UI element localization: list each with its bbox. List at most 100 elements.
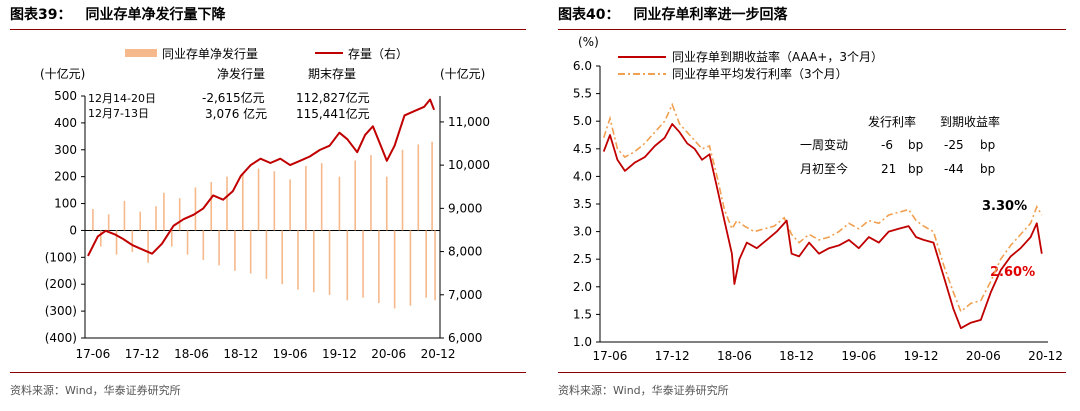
net-issuance-bar (210, 182, 213, 231)
x-tick-label: 19-06 (273, 347, 308, 361)
left-y-tick-label: 300 (54, 143, 77, 157)
left-figure-panel: 图表39： 同业存单净发行量下降 同业存单净发行量 存量（右） (十亿元) (十亿… (10, 4, 526, 397)
net-issuance-bar (92, 208, 94, 231)
table-row1-issue: -6 (881, 138, 893, 152)
annotation-row1-net: -2,615亿元 (202, 90, 265, 105)
left-y-tick-label: 500 (54, 89, 77, 103)
right-y-tick-label: 8,000 (448, 245, 482, 259)
net-issuance-bar (281, 230, 284, 285)
x-tick-label: 19-12 (904, 349, 939, 363)
net-issuance-bar (273, 171, 276, 231)
net-issuance-bar (123, 200, 126, 231)
x-tick-label: 19-06 (841, 349, 876, 363)
table-row1-issue-unit: bp (908, 138, 923, 152)
net-issuance-bar (434, 230, 436, 301)
net-issuance-bar (147, 230, 149, 263)
net-issuance-bar (226, 176, 228, 231)
table-row2-label: 月初至今 (800, 161, 848, 176)
legend-swatch-net-issuance (125, 49, 157, 57)
right-source-note: 资料来源：Wind，华泰证券研究所 (558, 384, 729, 397)
right-title-rule (558, 29, 1066, 30)
right-bottom-rule (558, 372, 1066, 373)
net-issuance-bar (139, 211, 142, 231)
right-chart: (%) 同业存单到期收益率（AAA+，3个月） 同业存单平均发行利率（3个月） … (573, 35, 1063, 363)
right-axis-unit: (十亿元) (440, 66, 485, 81)
net-issuance-bar (417, 144, 420, 231)
table-row2-issue: 21 (881, 162, 896, 176)
table-header-issue: 发行利率 (868, 114, 916, 129)
net-issuance-bar (297, 230, 299, 290)
right-y-tick-label: 7,000 (448, 288, 482, 302)
right-figure-title: 图表40： 同业存单利率进一步回落 (558, 4, 801, 24)
right-figure-title-text: 同业存单利率进一步回落 (633, 7, 788, 23)
annotation-row2-net: 3,076 亿元 (205, 106, 267, 121)
table-row2-ytm-unit: bp (980, 162, 995, 176)
callout-issue-end: 3.30% (982, 199, 1027, 214)
x-tick-label: 20-12 (1028, 349, 1063, 363)
net-issuance-bar (312, 230, 315, 293)
net-issuance-bar (362, 230, 364, 298)
annotation-header-stock: 期末存量 (308, 67, 356, 81)
right-figure-panel: 图表40： 同业存单利率进一步回落 (%) 同业存单到期收益率（AAA+，3个月）… (548, 0, 1080, 411)
left-figure-title: 图表39： 同业存单净发行量下降 (10, 4, 239, 24)
x-tick-label: 20-06 (371, 347, 406, 361)
y-tick-label: 1.5 (573, 307, 592, 321)
net-issuance-bar (170, 230, 173, 247)
y-tick-label: 5.5 (573, 87, 592, 101)
y-tick-label: 6.0 (573, 59, 592, 73)
net-issuance-bar (241, 173, 244, 231)
net-issuance-bar (378, 230, 380, 304)
left-figure-title-text: 同业存单净发行量下降 (85, 7, 226, 23)
x-tick-label: 19-12 (322, 347, 357, 361)
left-y-tick-label: 100 (54, 197, 77, 211)
net-issuance-bar (401, 149, 404, 231)
y-tick-label: 4.5 (573, 142, 592, 156)
left-chart: 同业存单净发行量 存量（右） (十亿元) (十亿元) 净发行量 期末存量 12月… (40, 46, 490, 361)
net-issuance-bar (305, 165, 307, 231)
annotation-row1-period: 12月14-20日 (88, 92, 156, 105)
left-y-tick-label: 200 (54, 170, 77, 184)
legend-label-issue: 同业存单平均发行利率（3个月） (672, 66, 848, 81)
x-tick-label: 20-06 (966, 349, 1001, 363)
y-tick-label: 3.0 (573, 225, 592, 239)
net-issuance-bar (257, 168, 260, 231)
net-issuance-bar (385, 176, 388, 231)
net-issuance-bar (202, 230, 205, 261)
net-issuance-bar (431, 141, 433, 231)
left-figure-label: 图表39： (10, 7, 72, 23)
ytm-line (602, 123, 1043, 330)
table-row2-issue-unit: bp (908, 162, 923, 176)
legend-label-ytm: 同业存单到期收益率（AAA+，3个月） (672, 49, 883, 64)
net-issuance-bar (338, 176, 341, 231)
right-y-tick-label: 9,000 (448, 201, 482, 215)
net-issuance-bar (265, 230, 268, 279)
annotation-row2-period: 12月7-13日 (88, 107, 149, 120)
net-issuance-bar (99, 230, 102, 247)
right-axis-unit: (%) (578, 35, 599, 49)
left-source-note: 资料来源：Wind，华泰证券研究所 (10, 384, 181, 397)
left-y-tick-label: (400) (45, 331, 77, 345)
table-row1-ytm-unit: bp (980, 138, 995, 152)
y-tick-label: 2.5 (573, 252, 592, 266)
left-y-tick-label: (100) (45, 250, 77, 264)
legend-label-net-issuance: 同业存单净发行量 (162, 46, 258, 61)
net-issuance-bar (409, 230, 412, 306)
net-issuance-bar (194, 187, 197, 231)
net-issuance-bar (155, 206, 157, 231)
left-y-tick-label: (300) (45, 304, 77, 318)
x-tick-label: 18-06 (174, 347, 209, 361)
left-bottom-rule (10, 372, 526, 373)
net-issuance-bar (289, 179, 291, 231)
net-issuance-bar (249, 230, 252, 274)
x-tick-label: 18-12 (779, 349, 814, 363)
x-tick-label: 17-12 (655, 349, 690, 363)
left-y-tick-label: (200) (45, 277, 77, 291)
right-figure-label: 图表40： (558, 7, 620, 23)
net-issuance-bar (346, 230, 349, 301)
net-issuance-bar (370, 155, 372, 231)
x-tick-label: 18-06 (717, 349, 752, 363)
table-row1-ytm: -25 (944, 138, 964, 152)
net-issuance-bar (163, 192, 165, 231)
left-y-tick-label: 0 (69, 223, 77, 237)
annotation-header-net: 净发行量 (217, 66, 265, 81)
